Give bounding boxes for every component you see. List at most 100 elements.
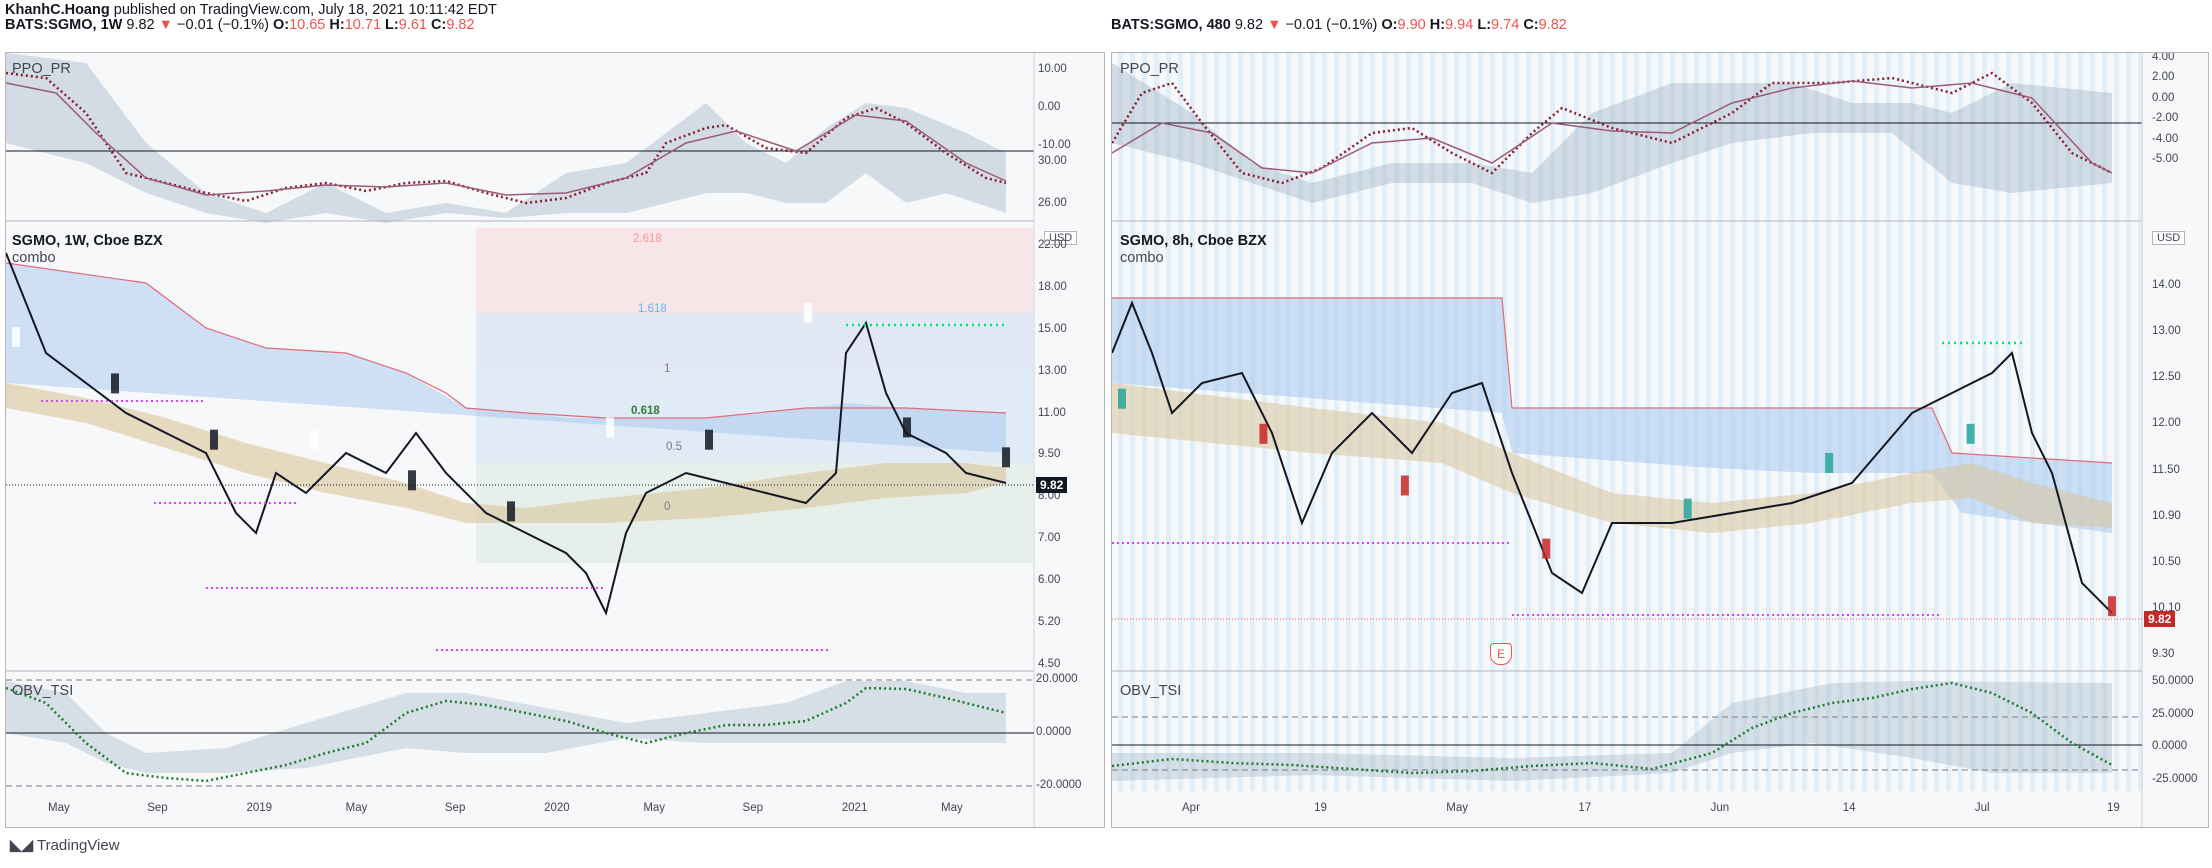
left-ema-band xyxy=(6,383,1006,523)
left-time-tick: May xyxy=(643,802,666,814)
left-time-tick: 2020 xyxy=(544,802,570,814)
fib-level-label: 0.618 xyxy=(631,405,660,417)
right-symbol[interactable]: BATS:SGMO, 480 xyxy=(1111,17,1231,33)
right-price-ticks-tick: 9.30 xyxy=(2152,648,2175,660)
price-point xyxy=(1966,423,1975,444)
right-price-ticks-tick: 13.00 xyxy=(2152,325,2181,338)
right-time-tick: Jun xyxy=(1710,802,1730,814)
fib-zone-mid xyxy=(476,313,1034,463)
right-ppo-signal xyxy=(1112,80,2113,174)
right-price-ticks-tick: 11.50 xyxy=(2152,463,2180,476)
session-stripe xyxy=(1958,53,1963,791)
left-resistance-line xyxy=(6,262,1007,419)
session-stripe xyxy=(2042,53,2047,791)
right-obv-ticks-tick: 0.0000 xyxy=(2152,740,2188,753)
right-obv-line xyxy=(1112,681,2113,775)
left-time-tick: May xyxy=(941,802,963,814)
right-currency-badge[interactable]: USD xyxy=(2152,231,2186,245)
session-stripe xyxy=(2090,53,2095,791)
price-point xyxy=(1683,498,1692,519)
session-stripe xyxy=(2030,53,2035,791)
right-change: −0.01 (−0.1%) xyxy=(1285,17,1378,33)
down-arrow-icon: ▼ xyxy=(1267,17,1282,33)
left-price-ticks-tick: 8.00 xyxy=(1038,490,1061,503)
fib-level-label: 2.618 xyxy=(633,233,662,245)
right-obv-ticks-tick: 50.0000 xyxy=(2152,675,2194,687)
left-ppo-ticks-tick: -10.00 xyxy=(1038,139,1071,151)
left-close: 9.82 xyxy=(446,17,475,33)
right-price-ticks-tick: 10.90 xyxy=(2152,509,2181,522)
left-low: 9.61 xyxy=(398,17,427,33)
fib-level-label: 0.5 xyxy=(666,441,682,453)
right-high-label: H: xyxy=(1429,17,1446,33)
session-stripe xyxy=(1994,53,1999,791)
right-ppo-ticks-tick: 2.00 xyxy=(2152,71,2175,84)
right-close-label: C: xyxy=(1523,17,1539,33)
right-close: 9.82 xyxy=(1538,17,1567,33)
left-currency-badge[interactable]: USD xyxy=(1044,231,1078,245)
right-resistance-line xyxy=(1112,297,2113,464)
left-ppo-ticks-tick: 0.00 xyxy=(1038,101,1061,113)
right-chart[interactable]: PPO_PR SGMO, 8h, Cboe BZX combo OBV_TSI … xyxy=(1111,52,2209,828)
right-time-tick: 17 xyxy=(1578,802,1592,814)
left-price-ticks-tick: 9.50 xyxy=(1038,448,1061,461)
left-ppo-line xyxy=(6,71,1007,205)
right-low: 9.74 xyxy=(1491,17,1520,33)
left-last: 9.82 xyxy=(126,17,155,33)
right-ppo-label: PPO_PR xyxy=(1120,61,1179,77)
left-time-tick: Sep xyxy=(742,802,764,814)
left-price-ticks-tick: 22.00 xyxy=(1038,238,1067,251)
tradingview-logo[interactable]: ◣◢ TradingView xyxy=(10,836,120,854)
price-point xyxy=(2108,596,2116,617)
left-main-title-text: SGMO, 1W, Cboe BZX xyxy=(12,233,163,249)
price-point xyxy=(1118,388,1126,409)
left-price-line xyxy=(6,252,1007,616)
fib-level-label: 0 xyxy=(664,501,671,513)
left-price-ticks-tick: 26.00 xyxy=(1038,196,1067,209)
left-obv-ticks-tick: 0.0000 xyxy=(1036,726,1072,738)
left-price-ticks-tick: 15.00 xyxy=(1038,322,1067,335)
fib-level-label: 1.618 xyxy=(638,303,667,315)
right-price-ticks-tick: 12.50 xyxy=(2152,371,2181,384)
session-stripe xyxy=(1946,53,1951,791)
right-symbol-bar: BATS:SGMO, 480 9.82 ▼ −0.01 (−0.1%) O:9.… xyxy=(1111,17,1567,33)
left-chart[interactable]: PPO_PR SGMO, 1W, Cboe BZX combo OBV_TSI … xyxy=(5,52,1105,828)
price-point xyxy=(1259,423,1268,444)
session-stripe xyxy=(2126,53,2131,791)
publish-line: KhanhC.Hoang published on TradingView.co… xyxy=(5,2,497,18)
right-time-tick: May xyxy=(1446,802,1469,814)
session-stripe xyxy=(1442,53,1447,791)
right-low-label: L: xyxy=(1477,17,1492,33)
earnings-icon[interactable]: E xyxy=(1490,643,1512,665)
session-stripe xyxy=(2102,53,2107,791)
left-time-tick: Sep xyxy=(444,802,466,814)
right-open: 9.90 xyxy=(1397,17,1426,33)
left-price-ticks-tick: 4.50 xyxy=(1038,658,1061,670)
left-obv-pane xyxy=(6,679,1034,787)
session-stripe xyxy=(2066,53,2071,791)
right-obv-ticks-tick: 25.0000 xyxy=(2152,707,2194,720)
left-high-label: H: xyxy=(329,17,345,33)
fib-level-label: 1 xyxy=(664,363,671,375)
session-stripe xyxy=(2006,53,2011,791)
left-time-tick: May xyxy=(345,802,368,814)
left-price-ticks-tick: 18.00 xyxy=(1038,280,1067,293)
right-last: 9.82 xyxy=(1234,17,1264,33)
left-symbol[interactable]: BATS:SGMO, 1W xyxy=(5,17,123,33)
right-resistance-band xyxy=(1112,298,2112,533)
left-price-ticks-tick: 5.20 xyxy=(1038,616,1061,629)
left-ppo-pane xyxy=(6,53,1035,827)
session-stripe xyxy=(1982,53,1987,791)
left-last-price-tag: 9.82 xyxy=(1036,477,1068,493)
right-time-tick: 14 xyxy=(1842,802,1856,814)
left-main-sub: combo xyxy=(12,250,56,266)
left-open: 10.65 xyxy=(289,17,326,33)
right-ppo-ticks-tick: -2.00 xyxy=(2152,112,2179,125)
right-time-tick: 19 xyxy=(1314,802,1327,814)
left-high: 10.71 xyxy=(344,17,382,33)
price-point xyxy=(309,429,317,450)
author-name[interactable]: KhanhC.Hoang xyxy=(5,2,110,18)
left-open-label: O: xyxy=(272,17,290,33)
right-chart-svg xyxy=(1112,53,2143,827)
right-ppo-cloud xyxy=(1112,63,2112,203)
